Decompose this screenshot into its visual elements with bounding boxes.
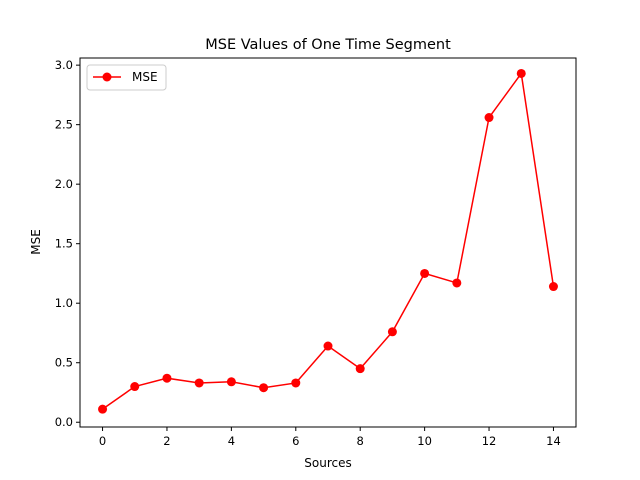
- data-point: [291, 378, 301, 388]
- x-tick-label: 6: [292, 434, 299, 448]
- data-point: [130, 382, 140, 392]
- x-axis-label: Sources: [304, 456, 351, 470]
- data-point: [452, 278, 462, 288]
- y-axis: 0.0 0.5 1.0 1.5 2.0 2.5 3.0: [55, 58, 80, 429]
- data-point: [194, 378, 204, 388]
- x-tick-label: 10: [417, 434, 432, 448]
- data-point: [484, 113, 494, 123]
- data-point: [516, 68, 526, 78]
- x-tick-label: 8: [357, 434, 364, 448]
- y-tick-label: 1.0: [55, 296, 73, 310]
- data-point: [355, 364, 365, 374]
- x-tick-label: 2: [163, 434, 170, 448]
- data-point: [387, 327, 397, 337]
- y-tick-label: 0.0: [55, 415, 73, 429]
- chart-title: MSE Values of One Time Segment: [205, 37, 451, 53]
- data-point: [548, 282, 558, 292]
- y-axis-label: MSE: [29, 229, 43, 255]
- legend-box: [86, 64, 167, 91]
- legend-label: MSE: [132, 70, 158, 84]
- y-tick-label: 3.0: [55, 58, 73, 72]
- data-point: [226, 377, 236, 387]
- y-tick-label: 0.5: [55, 356, 73, 370]
- axes-frame: [79, 57, 577, 428]
- x-tick-label: 0: [99, 434, 106, 448]
- y-tick-label: 2.0: [55, 177, 73, 191]
- series-line: [102, 71, 555, 410]
- x-tick-label: 4: [228, 434, 235, 448]
- plot-area: [98, 68, 558, 414]
- data-point: [323, 341, 333, 351]
- legend-marker: [102, 72, 112, 82]
- x-tick-label: 12: [482, 434, 497, 448]
- data-point: [162, 373, 172, 383]
- data-point: [420, 268, 430, 278]
- y-tick-label: 1.5: [55, 237, 73, 251]
- legend: MSE: [86, 64, 167, 91]
- x-tick-label: 14: [546, 434, 561, 448]
- data-point: [98, 404, 108, 414]
- x-axis: 0 2 4 6 8 10 12 14: [99, 427, 561, 448]
- data-point: [259, 383, 269, 393]
- y-tick-label: 2.5: [55, 118, 73, 132]
